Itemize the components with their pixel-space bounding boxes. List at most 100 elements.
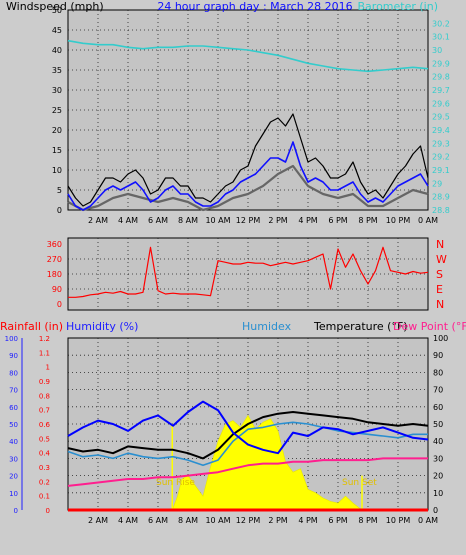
baro-y-tick: 29.8 (432, 73, 450, 82)
baro-y-tick: 28.9 (432, 193, 450, 202)
wind-y-tick: 10 (52, 166, 62, 175)
temp-series-layer (67, 400, 429, 512)
temp-tick: 40 (433, 437, 443, 446)
temp-tick: 60 (433, 403, 443, 412)
wind-x-ticks: 2 AM 4 AM 6 AM 8 AM 10 AM 12 PM 2 PM 4 PM 6 PM 8 … (88, 216, 438, 225)
baro-y-tick: 28.8 (432, 206, 450, 215)
temp-x-tick: 2 PM (268, 516, 287, 525)
baro-y-tick: 29.1 (432, 166, 450, 175)
temp-humidity-panel: 0 0.1 0.2 0.3 0.4 0.5 0.6 0.7 0.8 0.9 1 1.1 1.2 0 10 2… (0, 320, 466, 525)
dew-point-line (67, 457, 428, 487)
rain-tick: 0.4 (39, 450, 51, 458)
direction-grid (68, 238, 428, 310)
temp-x-tick: 8 PM (358, 516, 377, 525)
humidity-tick: 10 (9, 490, 18, 498)
temp-x-tick: 12 PM (236, 516, 261, 525)
baro-y-ticks: 28.8 28.9 29 29.1 29.2 29.3 29.4 29.5 29.6 29.7 29… (432, 19, 450, 215)
chart-title: 24 hour graph day : March 28 2016 (157, 0, 352, 13)
wind-y-tick: 35 (52, 66, 62, 75)
baro-line (67, 39, 429, 73)
humidex-label: Humidex (242, 320, 292, 333)
rain-tick: 0.7 (39, 407, 50, 415)
humidity-tick: 50 (9, 421, 18, 429)
wind-direction-line (68, 246, 429, 298)
temp-x-ticks: 2 AM 4 AM 6 AM 8 AM 10 AM 12 PM 2 PM 4 PM 6 PM 8 … (88, 516, 438, 525)
direction-degree-tick: 0 (57, 300, 62, 309)
baro-y-tick: 29.4 (432, 126, 450, 135)
temp-x-tick: 10 AM (205, 516, 230, 525)
baro-y-tick: 29.3 (432, 139, 450, 148)
temperature-line (67, 411, 429, 460)
dew-point-label: Dew Point (°F) (393, 320, 466, 333)
temp-tick: 50 (433, 420, 443, 429)
wind-grid (68, 10, 428, 210)
wind-x-tick: 6 AM (148, 216, 168, 225)
rain-tick: 0.5 (39, 435, 50, 443)
humidity-line (67, 400, 429, 455)
rain-tick: 0.1 (39, 493, 50, 501)
direction-degree-ticks: 0 90 180 270 360 (47, 240, 62, 309)
temp-tick: 10 (433, 489, 443, 498)
humidity-ticks: 0 10 20 30 40 50 60 70 80 90 100 (5, 335, 23, 515)
temp-grid (68, 338, 428, 510)
temp-x-tick: 2 AM (88, 516, 108, 525)
wind-10min-line (67, 164, 429, 212)
baro-y-tick: 30.1 (432, 33, 450, 42)
humidity-tick: 60 (9, 404, 18, 412)
baro-axis-label: Barometer (in) (358, 0, 439, 13)
wind-gust-line (67, 113, 429, 207)
direction-compass-tick: W (436, 253, 447, 266)
humidex-line (67, 421, 428, 467)
rain-tick: 1.2 (39, 335, 50, 343)
wind-x-tick: 6 PM (328, 216, 347, 225)
rain-ticks: 0 0.1 0.2 0.3 0.4 0.5 0.6 0.7 0.8 0.9 1 1.1 1.2 (39, 335, 51, 515)
direction-compass-tick: E (436, 283, 443, 296)
humidity-tick: 20 (9, 473, 18, 481)
rainfall-axis-label: Rainfall (in) (0, 320, 63, 333)
humidity-tick: 100 (5, 335, 18, 343)
rain-tick: 0.8 (39, 392, 50, 400)
baro-y-tick: 30.2 (432, 19, 450, 28)
direction-degree-tick: 360 (47, 240, 62, 249)
temp-tick: 80 (433, 368, 443, 377)
rain-tick: 0.2 (39, 478, 50, 486)
temp-x-tick: 0 AM (418, 516, 438, 525)
rain-tick: 0.6 (39, 421, 51, 429)
direction-series-layer (68, 246, 429, 298)
direction-degree-tick: 270 (47, 255, 62, 264)
humidity-tick: 80 (9, 369, 18, 377)
temp-x-tick: 8 AM (178, 516, 198, 525)
baro-y-tick: 29 (432, 179, 442, 188)
wind-x-tick: 12 PM (236, 216, 261, 225)
wind-axis-label: Windspeed (mph) (6, 0, 104, 13)
wind-x-tick: 4 PM (298, 216, 317, 225)
rain-tick: 1 (46, 364, 50, 372)
sun-rise-label: Sun Rise (156, 478, 195, 488)
rain-tick: 0 (46, 507, 50, 515)
humidity-tick: 90 (9, 352, 18, 360)
temp-x-tick: 4 AM (118, 516, 138, 525)
temp-tick: 30 (433, 454, 443, 463)
humidity-tick: 0 (14, 507, 18, 515)
wind-y-ticks: 0 5 10 15 20 25 30 35 40 45 50 (52, 6, 62, 215)
rain-tick: 1.1 (39, 349, 50, 357)
rain-tick: 0.3 (39, 464, 50, 472)
wind-series-layer (67, 39, 429, 212)
wind-y-tick: 0 (57, 206, 62, 215)
baro-y-tick: 29.2 (432, 153, 450, 162)
humidity-axis-label: Humidity (%) (66, 320, 138, 333)
direction-degree-tick: 180 (47, 270, 62, 279)
wind-y-tick: 40 (52, 46, 62, 55)
wind-y-tick: 15 (52, 146, 62, 155)
wind-y-tick: 25 (52, 106, 62, 115)
temp-x-tick: 6 AM (148, 516, 168, 525)
wind-y-tick: 5 (57, 186, 62, 195)
temp-tick: 90 (433, 351, 443, 360)
wind-x-tick: 8 AM (178, 216, 198, 225)
wind-x-tick: 2 PM (268, 216, 287, 225)
wind-y-tick: 20 (52, 126, 62, 135)
humidity-tick: 40 (9, 438, 18, 446)
